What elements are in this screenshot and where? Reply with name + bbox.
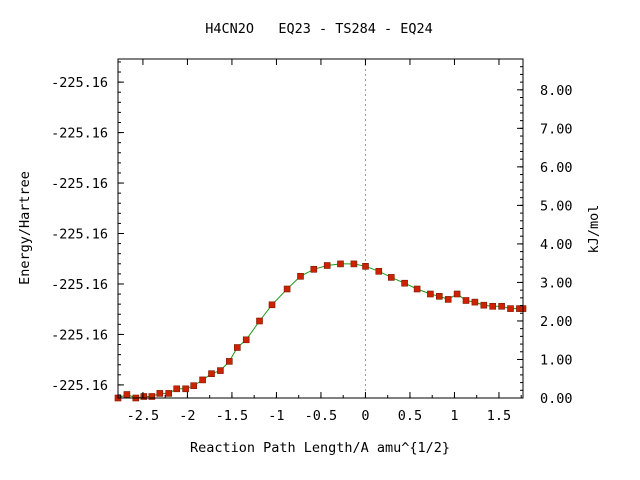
right-tick-label: 2.00 [540,314,573,330]
right-tick-label: 7.00 [540,121,573,137]
right-tick-label: 8.00 [540,83,573,99]
data-point [489,302,497,310]
series-line [117,263,523,399]
data-point [283,285,291,293]
left-tick-label: -225.16 [51,277,108,293]
data-point [375,267,383,275]
data-point [480,301,488,309]
right-tick-label: 6.00 [540,160,573,176]
x-tick-label: -2.5 [127,408,160,424]
left-tick-label: -225.16 [51,176,108,192]
right-tick-label: 3.00 [540,275,573,291]
left-tick-label: -225.16 [51,75,108,91]
data-point [234,344,241,351]
data-point [444,296,452,303]
x-axis-label: Reaction Path Length/A amu^{1/2} [190,440,450,456]
x-tick-label: 0 [361,408,369,424]
data-point [148,393,156,400]
data-point [217,367,224,374]
x-tick-label: -2 [179,408,195,424]
x-tick-label: -1 [268,408,284,424]
right-axis-label: kJ/mol [586,205,602,254]
x-tick-label: -0.5 [305,408,338,424]
right-tick-label: 4.00 [540,237,573,253]
data-point [297,272,304,280]
left-tick-label: -225.16 [51,126,108,142]
plot-frame [117,58,524,399]
left-tick-label: -225.16 [51,378,108,394]
data-point [256,317,263,325]
x-tick-label: -1.5 [216,408,249,424]
right-tick-label: 0.00 [540,391,573,407]
x-axis: -2.5 -2 -1.5 -1 -0.5 0 0.5 1 1.5 [120,59,522,424]
right-y-axis: 0.00 1.00 2.00 3.00 4.00 5.00 6.00 7.00 8.00 [517,58,573,407]
data-point [453,290,461,298]
data-point [123,391,131,398]
data-point [387,274,395,281]
right-tick-label: 5.00 [540,198,573,214]
data-point [323,262,331,269]
left-y-axis: -225.16 -225.16 -225.16 -225.16 -225.16 -225.… [51,61,124,396]
data-point [435,292,443,300]
data-point [156,390,164,397]
x-tick-label: 0.5 [398,408,422,424]
left-tick-label: -225.16 [51,327,108,343]
data-point [507,305,514,312]
data-point [182,385,189,393]
data-point [268,301,276,309]
data-point [427,290,434,298]
data-point [173,385,180,393]
x-tick-label: 1.5 [487,408,511,424]
data-point [165,390,172,397]
data-point [208,370,215,378]
data-point [310,265,318,273]
data-point [226,358,233,365]
data-point [471,298,479,306]
data-point [413,285,421,293]
data-point [401,279,408,287]
chart-title: H4CN2O EQ23 - TS284 - EQ24 [205,21,433,37]
data-point [140,393,148,400]
data-point [362,262,369,270]
left-axis-label: Energy/Hartree [17,171,33,285]
data-point [462,297,470,304]
right-tick-label: 1.00 [540,352,573,368]
data-point [242,336,250,344]
left-tick-label: -225.16 [51,227,108,243]
data-point [498,302,505,310]
data-point [337,260,344,268]
data-point [199,376,206,384]
data-point [350,260,358,268]
x-tick-label: 1 [450,408,458,424]
energy-series [114,260,527,402]
data-point [190,382,197,390]
